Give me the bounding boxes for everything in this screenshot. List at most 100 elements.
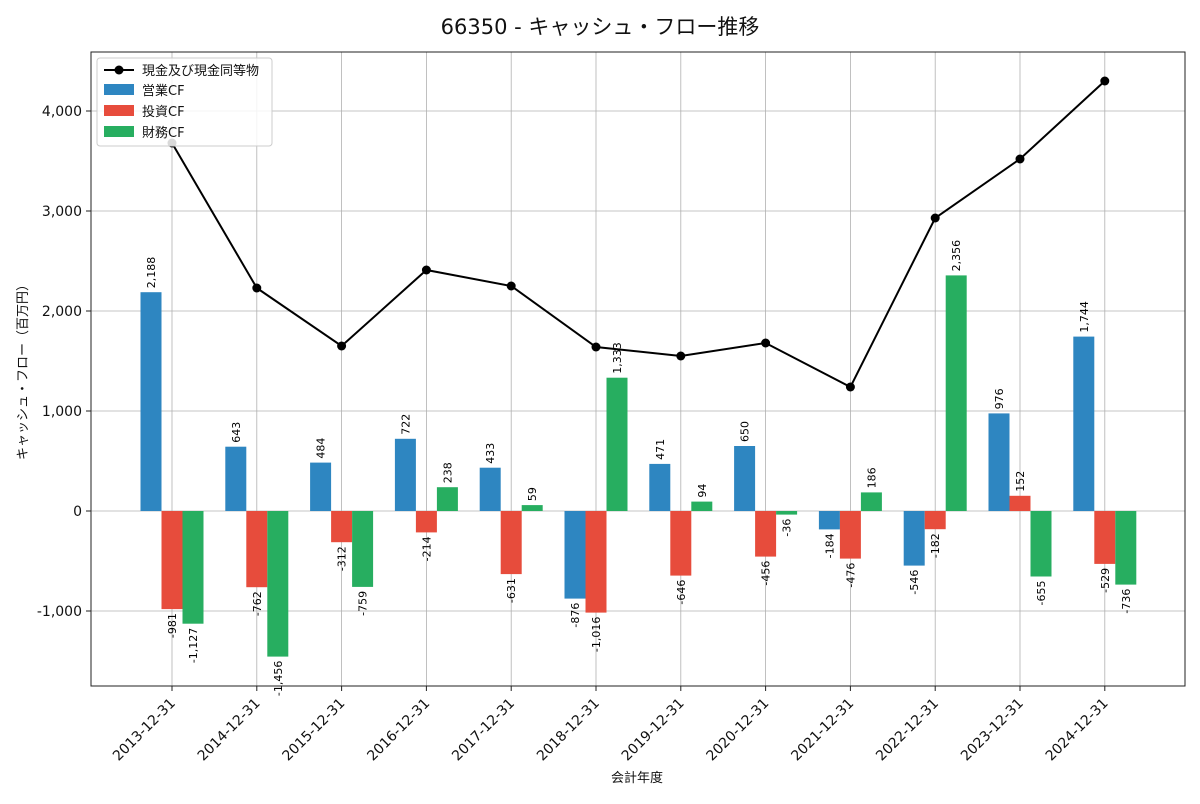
bar (860, 492, 882, 511)
bar (1094, 511, 1116, 564)
bar (839, 511, 861, 559)
bar (670, 511, 692, 576)
bar (585, 511, 607, 613)
bar-value-label: 2,188 (145, 257, 158, 289)
bar-value-label: -1,127 (187, 628, 200, 663)
bar (818, 511, 840, 530)
bar-value-label: 152 (1014, 471, 1027, 492)
bar-value-label: -646 (675, 580, 688, 605)
legend-swatch-financing (104, 126, 134, 137)
bar (988, 413, 1010, 511)
y-tick-label: 2,000 (42, 304, 82, 320)
bar-value-label: 94 (696, 484, 709, 498)
cash-point (761, 338, 771, 348)
cash-point (676, 351, 686, 361)
bar-value-label: 1,744 (1078, 301, 1091, 333)
bar-value-label: -214 (420, 536, 433, 561)
bar (606, 377, 628, 511)
legend-label-investing: 投資CF (142, 104, 185, 120)
bar-value-label: 186 (865, 467, 878, 488)
bar (649, 463, 671, 511)
cash-point (845, 382, 855, 392)
bar-value-label: -1,016 (590, 617, 603, 652)
bar-value-label: -529 (1099, 568, 1112, 593)
legend-marker-cash (114, 65, 124, 75)
bar-value-label: -762 (251, 591, 264, 616)
cash-point (421, 265, 431, 275)
bar (924, 511, 946, 530)
legend-label-cash: 現金及び現金同等物 (142, 63, 259, 79)
bar-value-label: -981 (166, 613, 179, 638)
bar-value-label: -876 (569, 603, 582, 628)
y-tick-label: -1,000 (37, 604, 82, 620)
bar (267, 511, 289, 657)
bar-value-label: -655 (1035, 581, 1048, 606)
cash-point (591, 342, 601, 352)
bar-value-label: -736 (1120, 589, 1133, 614)
bar-value-label: 433 (484, 443, 497, 464)
cash-point (506, 281, 516, 291)
chart-title: 66350 - キャッシュ・フロー推移 (441, 15, 760, 39)
bar (1073, 336, 1095, 511)
bar-value-label: -184 (823, 533, 836, 558)
bar (521, 505, 543, 511)
bar-value-label: 59 (526, 487, 539, 501)
bar-value-label: -476 (844, 563, 857, 588)
cash-point (930, 213, 940, 223)
x-axis-label: 会計年度 (611, 770, 663, 786)
legend-label-financing: 財務CF (142, 126, 185, 141)
bar (564, 511, 586, 599)
bar-value-label: 1,333 (611, 342, 624, 374)
y-tick-label: 3,000 (42, 204, 82, 220)
legend-label-operating: 営業CF (142, 83, 185, 99)
bar (352, 511, 374, 587)
bar-value-label: -312 (336, 546, 349, 571)
bar (161, 511, 183, 610)
bar (310, 462, 332, 511)
bar (776, 511, 798, 515)
grid-layer (91, 52, 1185, 686)
cash-point (1100, 76, 1110, 86)
bar-value-label: -182 (929, 533, 942, 558)
bar (903, 511, 925, 566)
bar (734, 446, 756, 511)
bar-value-label: 238 (441, 462, 454, 483)
y-tick-label: 4,000 (42, 104, 82, 120)
labels-layer: 2,188 643 484 722 433 -876 471 650 -184 -546 976 1,… (145, 240, 1133, 696)
bar (140, 292, 162, 511)
legend-swatch-operating (104, 84, 134, 95)
bar (415, 511, 437, 533)
bar-value-label: -759 (357, 591, 370, 616)
legend-swatch-investing (104, 105, 134, 116)
line-layer (167, 76, 1110, 392)
bars-layer (140, 275, 1137, 657)
bar-value-label: -36 (781, 519, 794, 537)
bar (500, 511, 522, 575)
bar (225, 446, 247, 511)
bar (755, 511, 777, 557)
bar-value-label: 2,356 (950, 240, 963, 272)
bar (691, 501, 713, 511)
bar (1030, 511, 1052, 577)
bar (436, 487, 458, 511)
bar (1009, 495, 1031, 511)
cash-point (1015, 154, 1025, 164)
bar-value-label: -456 (760, 561, 773, 586)
bar (479, 467, 501, 511)
bar-value-label: 650 (739, 421, 752, 442)
bar-value-label: 471 (654, 439, 667, 460)
bar-value-label: 643 (230, 422, 243, 443)
bar-value-label: 484 (315, 438, 328, 459)
bar-value-label: -546 (908, 570, 921, 595)
cash-point (337, 341, 347, 351)
legend-box (96, 57, 273, 147)
y-tick-label: 0 (73, 504, 82, 520)
bar-value-label: -1,456 (272, 661, 285, 696)
legend: 現金及び現金同等物 営業CF 投資CF 財務CF (96, 57, 273, 147)
bar (945, 275, 967, 511)
bar (182, 511, 204, 624)
bar (246, 511, 268, 588)
cash-point (252, 283, 262, 293)
